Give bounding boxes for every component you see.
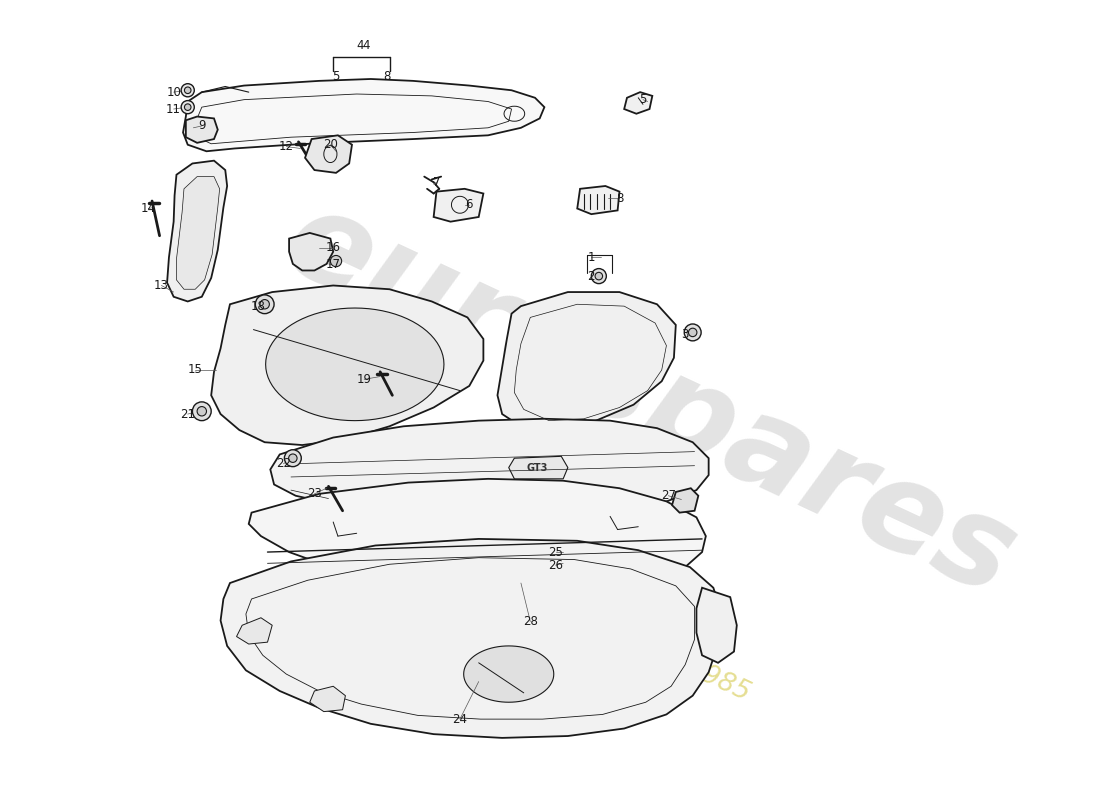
Text: 22: 22 (276, 458, 292, 470)
Polygon shape (310, 686, 345, 712)
Circle shape (260, 299, 270, 309)
Text: 28: 28 (522, 615, 538, 628)
Text: 8: 8 (616, 192, 624, 205)
Circle shape (684, 324, 701, 341)
Polygon shape (236, 618, 272, 644)
Text: 6: 6 (465, 198, 473, 211)
Text: 5: 5 (639, 93, 647, 106)
Circle shape (689, 328, 697, 337)
Polygon shape (464, 646, 553, 702)
Polygon shape (183, 79, 544, 151)
Circle shape (592, 269, 606, 284)
Text: 1: 1 (587, 251, 595, 264)
Text: 27: 27 (661, 490, 675, 502)
Polygon shape (289, 233, 333, 270)
Polygon shape (672, 488, 698, 513)
Text: 2: 2 (587, 270, 595, 282)
Text: 10: 10 (166, 86, 182, 98)
Text: 9: 9 (198, 119, 206, 133)
Text: GT3: GT3 (526, 462, 548, 473)
Text: 26: 26 (548, 558, 563, 572)
Circle shape (185, 104, 191, 110)
Polygon shape (624, 92, 652, 114)
Polygon shape (211, 286, 483, 445)
Polygon shape (221, 539, 720, 738)
Text: 23: 23 (307, 487, 322, 500)
Polygon shape (305, 135, 352, 173)
Text: 19: 19 (356, 373, 372, 386)
Text: 4: 4 (356, 38, 364, 52)
Text: 11: 11 (166, 102, 182, 115)
Polygon shape (271, 418, 708, 518)
Polygon shape (249, 479, 706, 590)
Circle shape (255, 295, 274, 314)
Polygon shape (265, 308, 444, 421)
Text: 8: 8 (383, 70, 390, 82)
Circle shape (192, 402, 211, 421)
Text: 24: 24 (452, 713, 468, 726)
Text: 17: 17 (326, 258, 341, 271)
Polygon shape (508, 456, 568, 479)
Polygon shape (578, 186, 619, 214)
Text: 4: 4 (362, 38, 370, 52)
Circle shape (182, 101, 195, 114)
Text: 5: 5 (332, 70, 340, 82)
Circle shape (182, 84, 195, 97)
Text: 16: 16 (326, 242, 341, 254)
Text: 7: 7 (432, 176, 440, 189)
Text: 18: 18 (251, 300, 265, 313)
Polygon shape (497, 292, 675, 428)
Text: 13: 13 (154, 279, 169, 292)
Circle shape (330, 255, 342, 266)
Polygon shape (696, 588, 737, 663)
Polygon shape (176, 177, 220, 290)
Text: 21: 21 (180, 407, 195, 421)
Polygon shape (167, 161, 227, 302)
Text: 20: 20 (323, 138, 338, 151)
Polygon shape (186, 117, 218, 143)
Polygon shape (433, 189, 483, 222)
Text: 3: 3 (682, 328, 689, 341)
Text: 14: 14 (141, 202, 156, 215)
Circle shape (197, 406, 207, 416)
Text: eurospares: eurospares (267, 178, 1034, 622)
Text: 12: 12 (278, 140, 294, 153)
Text: a passion for parts since 1985: a passion for parts since 1985 (382, 514, 754, 706)
Circle shape (185, 87, 191, 94)
Circle shape (595, 272, 603, 280)
Text: 25: 25 (548, 546, 563, 558)
Circle shape (288, 454, 297, 462)
Text: 15: 15 (188, 363, 202, 377)
Circle shape (285, 450, 301, 466)
